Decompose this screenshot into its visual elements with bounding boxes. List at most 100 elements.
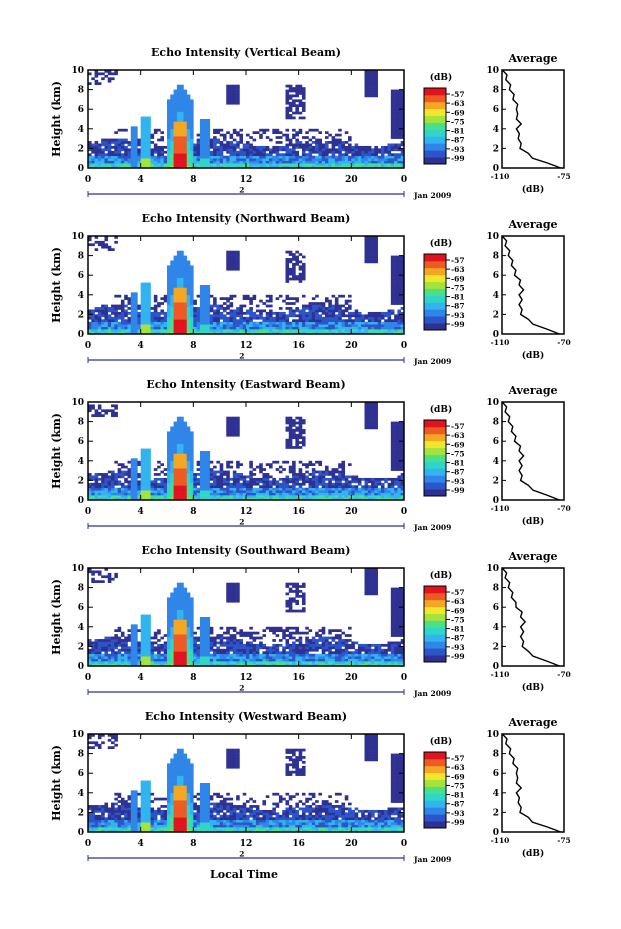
heatmap-cell <box>111 495 115 498</box>
heatmap-cell <box>397 131 402 134</box>
heatmap-cell <box>236 324 240 327</box>
heatmap-cell <box>199 299 204 303</box>
heatmap-cell <box>176 255 181 259</box>
heatmap-cell <box>390 302 395 305</box>
heatmap-cell <box>226 485 230 489</box>
heatmap-cell <box>259 480 263 484</box>
heatmap-cell <box>351 326 355 330</box>
heatmap-cell <box>157 460 161 464</box>
heatmap-cell <box>111 150 115 154</box>
heatmap-cell <box>137 155 141 159</box>
heatmap-cell <box>348 136 352 139</box>
heatmap-cell <box>176 299 181 303</box>
heatmap-cell <box>186 133 191 137</box>
heatmap-cell <box>94 580 99 583</box>
heatmap-cell <box>101 309 105 313</box>
heatmap-cell <box>288 253 293 256</box>
heatmap-cell <box>130 309 135 313</box>
heatmap-cell <box>278 326 283 330</box>
heatmap-cell <box>203 299 207 303</box>
heatmap-cell <box>400 131 405 134</box>
y-axis-label: Height (km) <box>50 247 63 323</box>
heatmap-cell <box>226 148 230 152</box>
heatmap-cell <box>229 150 234 154</box>
heatmap-cell <box>167 136 171 139</box>
heatmap-cell <box>400 153 405 157</box>
heatmap-cell <box>298 485 303 489</box>
y-tick-label: 0 <box>78 496 84 506</box>
heatmap-cell <box>315 319 319 323</box>
heatmap-cell <box>170 463 174 466</box>
heatmap-cell <box>203 131 207 134</box>
heatmap-cell <box>117 648 122 652</box>
heatmap-cell <box>137 150 141 154</box>
heatmap-cell <box>301 463 306 466</box>
heatmap-cell <box>308 324 313 327</box>
heatmap-cell <box>394 297 398 300</box>
heatmap-cell <box>114 148 118 152</box>
heatmap-cell <box>371 163 375 166</box>
avg-x-tick-label: -110 <box>491 504 510 513</box>
heatmap-cell <box>130 460 135 464</box>
heatmap-cell <box>374 324 378 327</box>
heatmap-cell <box>97 477 102 481</box>
heatmap-cell <box>117 487 122 491</box>
heatmap-cell <box>206 490 211 493</box>
heatmap-cell <box>97 316 102 320</box>
heatmap-cell <box>196 160 201 164</box>
heatmap-cell <box>397 448 402 452</box>
heatmap-cell <box>400 150 405 154</box>
heatmap-cell <box>203 495 207 498</box>
heatmap-cell <box>384 163 388 166</box>
heatmap-cell <box>249 326 253 330</box>
heatmap-cell <box>134 155 138 159</box>
heatmap-cell <box>246 294 250 298</box>
heatmap-cell <box>394 119 398 122</box>
heatmap-cell <box>147 326 151 330</box>
heatmap-cell <box>176 470 181 474</box>
heatmap-cell <box>318 309 323 313</box>
heatmap-cell <box>160 302 165 305</box>
heatmap-cell <box>137 324 141 327</box>
heatmap-cell <box>180 114 184 117</box>
heatmap-cell <box>91 311 95 315</box>
colorbar-tick-label: -63 <box>451 99 465 108</box>
heatmap-cell <box>173 123 178 127</box>
heatmap-cell <box>120 138 125 142</box>
heatmap-cell <box>206 163 211 166</box>
heatmap-cell <box>344 477 349 481</box>
heatmap-cell <box>298 163 303 166</box>
heatmap-cell <box>318 150 323 154</box>
heatmap-cell <box>344 329 349 332</box>
heatmap-cell <box>341 163 346 166</box>
heatmap-cell <box>348 160 352 164</box>
heatmap-cell <box>203 458 207 462</box>
heatmap-cell <box>229 314 234 318</box>
heatmap-cell <box>341 485 346 489</box>
heatmap-cell <box>377 163 382 166</box>
heatmap-cell <box>315 307 319 310</box>
heatmap-cell <box>384 311 388 315</box>
heatmap-cell <box>134 477 138 481</box>
heatmap-cell <box>130 495 135 498</box>
heatmap-cell <box>311 145 316 149</box>
heatmap-cell <box>364 163 369 166</box>
heatmap-cell <box>97 490 102 493</box>
heatmap-cell <box>88 661 92 664</box>
heatmap-cell <box>167 116 171 120</box>
heatmap-cell <box>199 148 204 152</box>
heatmap-cell <box>390 331 395 335</box>
heatmap-cell <box>203 123 207 127</box>
heatmap-cell <box>301 490 306 493</box>
heatmap-cell <box>226 163 230 166</box>
heatmap-cell <box>120 475 125 479</box>
heatmap-cell <box>170 131 174 134</box>
heatmap-cell <box>180 309 184 313</box>
heatmap-cell <box>176 431 181 435</box>
heatmap-cell <box>229 165 234 169</box>
heatmap-cell <box>147 299 151 303</box>
heatmap-cell <box>249 158 253 161</box>
heatmap-cell <box>147 302 151 305</box>
heatmap-cell <box>199 329 204 332</box>
heatmap-cell <box>176 126 181 130</box>
